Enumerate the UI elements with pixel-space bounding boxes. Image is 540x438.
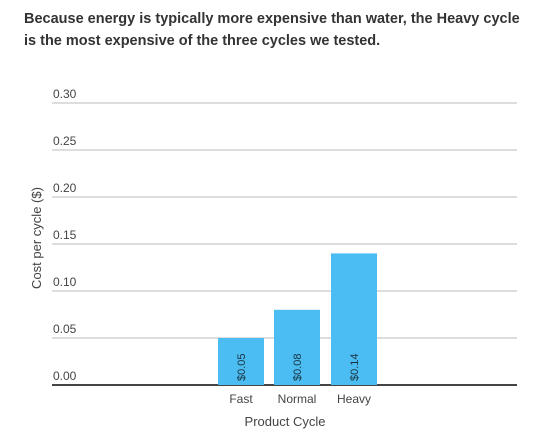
x-tick-label: Normal (278, 392, 317, 406)
bar-fast (218, 338, 264, 385)
bar-normal (274, 309, 320, 385)
bar-value-label: $0.05 (236, 353, 248, 381)
y-tick-label: 0.25 (53, 134, 77, 148)
gridlines: 0.00 0.05 0.10 0.15 0.20 0.25 0.30 (52, 87, 517, 386)
chart-caption: Because energy is typically more expensi… (24, 11, 520, 49)
y-tick-label: 0.10 (53, 275, 77, 289)
x-axis-title: Product Cycle (245, 414, 326, 429)
y-axis-title: Cost per cycle ($) (29, 187, 44, 289)
bars: $0.05 $0.08 $0.14 (218, 253, 377, 385)
y-tick-label: 0.15 (53, 228, 77, 242)
bar-value-label: $0.08 (292, 353, 304, 381)
y-tick-label: 0.00 (53, 369, 77, 383)
y-tick-label: 0.20 (53, 181, 77, 195)
bar-value-label: $0.14 (349, 353, 361, 381)
y-tick-label: 0.30 (53, 87, 77, 101)
x-tick-label: Fast (229, 392, 253, 406)
x-tick-label: Heavy (337, 392, 371, 406)
y-tick-label: 0.05 (53, 322, 77, 336)
x-tick-labels: Fast Normal Heavy (229, 392, 371, 406)
bar-heavy (331, 253, 377, 385)
